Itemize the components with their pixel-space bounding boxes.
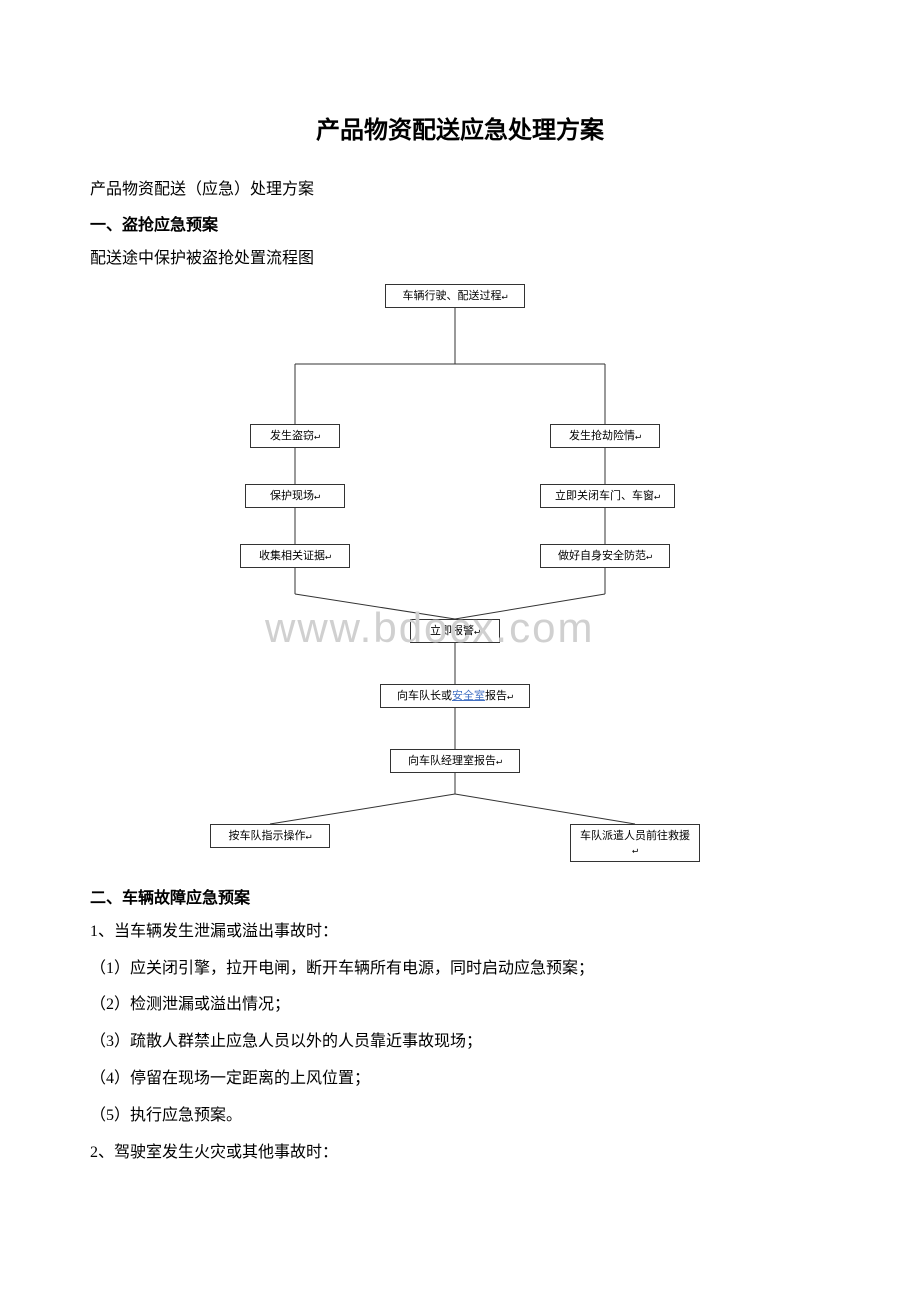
subtitle-text: 产品物资配送（应急）处理方案 — [90, 175, 830, 199]
flow-node-safety: 做好自身安全防范↵ — [540, 544, 670, 568]
flow-node-theft: 发生盗窃↵ — [250, 424, 340, 448]
section2-item5: （5）执行应急预案。 — [90, 1102, 830, 1131]
flow-node-rescue: 车队派遣人员前往救援↵ — [570, 824, 700, 863]
flow-node-start: 车辆行驶、配送过程↵ — [385, 284, 525, 308]
section2-item2: （2）检测泄漏或溢出情况； — [90, 991, 830, 1020]
flow-node-close-doors: 立即关闭车门、车窗↵ — [540, 484, 675, 508]
flow-node-label: 向车队经理室报告 — [408, 755, 496, 767]
flow-node-label: 车队派遣人员前往救援 — [580, 830, 690, 842]
flow-node-evidence: 收集相关证据↵ — [240, 544, 350, 568]
flow-node-label: 做好自身安全防范 — [558, 550, 646, 562]
flow-node-report-manager: 向车队经理室报告↵ — [390, 749, 520, 773]
section1-header: 一、盗抢应急预案 — [90, 211, 830, 235]
flow-node-label: 收集相关证据 — [259, 550, 325, 562]
section2-header: 二、车辆故障应急预案 — [90, 884, 830, 908]
section2-item3: （3）疏散人群禁止应急人员以外的人员靠近事故现场； — [90, 1028, 830, 1057]
flow-node-protect: 保护现场↵ — [245, 484, 345, 508]
section2-item4: （4）停留在现场一定距离的上风位置； — [90, 1065, 830, 1094]
link-text: 安全室 — [452, 690, 485, 702]
flow-node-alarm: 立即报警↵ — [410, 619, 500, 643]
section1-intro: 配送途中保护被盗抢处置流程图 — [90, 245, 830, 274]
flowchart: 车辆行驶、配送过程↵ 发生盗窃↵ 发生抢劫险情↵ 保护现场↵ 立即关闭车门、车窗… — [170, 284, 750, 864]
flowchart-connectors — [170, 284, 750, 864]
section2-line1: 1、当车辆发生泄漏或溢出事故时： — [90, 918, 830, 947]
flow-node-label: 车辆行驶、配送过程 — [402, 290, 501, 302]
flow-node-label: 发生抢劫险情 — [569, 430, 635, 442]
flow-node-follow-instructions: 按车队指示操作↵ — [210, 824, 330, 848]
section2-line2: 2、驾驶室发生火灾或其他事故时： — [90, 1139, 830, 1168]
page-title: 产品物资配送应急处理方案 — [90, 110, 830, 145]
flow-node-label: 向车队长或安全室报告 — [397, 690, 507, 702]
flow-node-label: 发生盗窃 — [270, 430, 314, 442]
flow-node-label: 按车队指示操作 — [228, 830, 305, 842]
flow-node-label: 保护现场 — [270, 490, 314, 502]
flow-node-report-captain: 向车队长或安全室报告↵ — [380, 684, 530, 708]
section2-item1: （1）应关闭引擎，拉开电闸，断开车辆所有电源，同时启动应急预案； — [90, 955, 830, 984]
flow-node-robbery: 发生抢劫险情↵ — [550, 424, 660, 448]
flow-node-label: 立即关闭车门、车窗 — [555, 490, 654, 502]
flow-node-label: 立即报警 — [430, 625, 474, 637]
